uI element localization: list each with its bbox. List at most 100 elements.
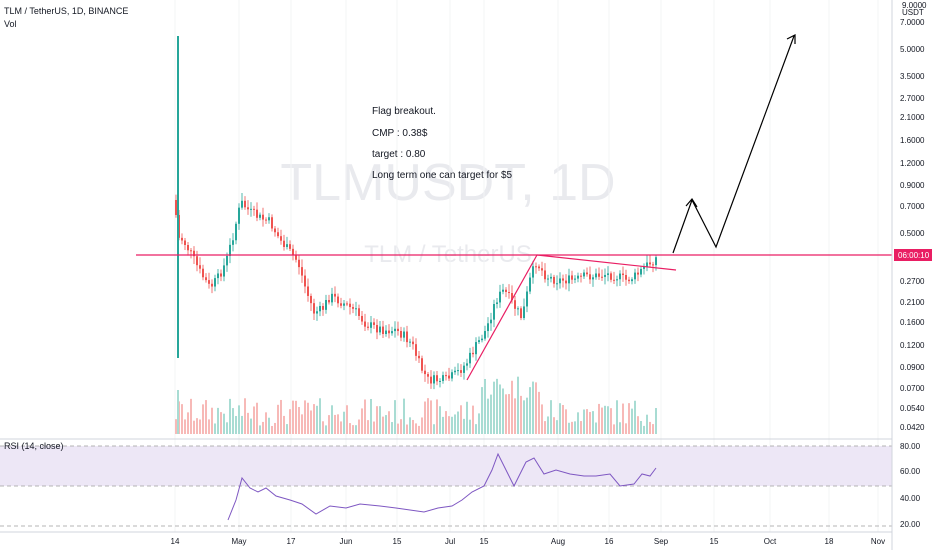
- flag-pole-line[interactable]: [466, 254, 538, 381]
- volume-bar: [568, 422, 570, 434]
- candle-body: [214, 278, 216, 287]
- volume-bar: [481, 387, 483, 434]
- price-axis-top-label: 9.0000: [902, 1, 927, 10]
- volume-label[interactable]: Vol: [4, 19, 17, 29]
- candle-body: [613, 279, 615, 281]
- candle-body: [328, 300, 330, 303]
- volume-bar: [322, 421, 324, 434]
- candle-body: [415, 344, 417, 356]
- candle-body: [220, 273, 222, 277]
- candle-body: [559, 278, 561, 284]
- watermark-ticker: TLMUSDT, 1D: [280, 154, 615, 212]
- volume-bar: [460, 405, 462, 434]
- volume-bar: [280, 399, 282, 434]
- price-badge-time: 06:00:10: [898, 251, 930, 260]
- volume-bar: [526, 397, 528, 434]
- symbol-title[interactable]: TLM / TetherUS, 1D, BINANCE: [4, 6, 129, 16]
- candle-body: [382, 326, 384, 335]
- candle-body: [634, 272, 636, 280]
- volume-bar: [430, 400, 432, 434]
- volume-bar: [628, 403, 630, 434]
- volume-bar: [541, 404, 543, 434]
- volume-bar: [592, 411, 594, 434]
- candle-body: [193, 250, 195, 257]
- volume-bar: [265, 412, 267, 434]
- rsi-label[interactable]: RSI (14, close): [4, 441, 64, 451]
- candle-body: [463, 365, 465, 373]
- price-axis-label: 2.1000: [900, 113, 925, 122]
- candle-body: [631, 279, 633, 282]
- price-axis[interactable]: 7.0000 5.0000 3.5000 2.7000 2.1000 1.6000 1.20…: [900, 18, 925, 432]
- volume-bar: [364, 399, 366, 434]
- candle-body: [643, 266, 645, 269]
- volume-bar: [253, 406, 255, 434]
- volume-bar: [271, 425, 273, 434]
- volume-bar: [556, 420, 558, 434]
- volume-bar: [277, 404, 279, 434]
- volume-bar: [190, 398, 192, 434]
- rsi-axis[interactable]: 80.00 60.00 40.00 20.00: [900, 442, 921, 529]
- projection-path[interactable]: [672, 35, 795, 254]
- volume-bar: [241, 415, 243, 434]
- time-axis[interactable]: 14 May 17 Jun 15 Jul 15 Aug 16 Sep 15 Oct 18 Nov: [171, 537, 886, 546]
- volume-bar: [229, 398, 231, 434]
- candle-body: [544, 270, 546, 280]
- candle-body: [190, 250, 192, 252]
- candle-body: [346, 303, 348, 305]
- volume-bar: [520, 395, 522, 434]
- volume-bar: [544, 421, 546, 434]
- candle-body: [442, 375, 444, 381]
- candle-body: [343, 303, 345, 306]
- volume-bar: [358, 419, 360, 434]
- volume-bar: [607, 406, 609, 434]
- volume-bar: [409, 417, 411, 434]
- time-axis-label: 16: [605, 537, 614, 546]
- time-axis-label: 15: [480, 537, 489, 546]
- candle-body: [235, 223, 237, 241]
- volume-bar: [232, 408, 234, 434]
- price-axis-label: 0.0900: [900, 363, 925, 372]
- time-axis-label: 17: [287, 537, 296, 546]
- candle-body: [526, 291, 528, 307]
- candle-body: [652, 264, 654, 266]
- candle-body: [418, 355, 420, 359]
- volume-bar: [406, 424, 408, 434]
- candle-body: [259, 214, 261, 218]
- candle-body: [391, 331, 393, 334]
- candle-body: [490, 319, 492, 324]
- volume-bar: [412, 419, 414, 434]
- price-badge: [894, 249, 932, 261]
- volume-bar: [319, 398, 321, 434]
- volume-bar: [238, 405, 240, 434]
- candle-body: [520, 308, 522, 319]
- candle-body: [427, 374, 429, 377]
- candle-body: [592, 277, 594, 280]
- volume-bar: [490, 394, 492, 434]
- candle-body: [217, 273, 219, 279]
- time-axis-label: 15: [710, 537, 719, 546]
- candle-body: [268, 217, 270, 221]
- volume-bar: [379, 406, 381, 434]
- volume-bar: [499, 384, 501, 434]
- candle-body: [535, 266, 537, 268]
- volume-bar: [292, 400, 294, 434]
- candle-body: [604, 274, 606, 277]
- flag-upper-line[interactable]: [536, 254, 677, 271]
- volume-bar: [370, 398, 372, 434]
- time-axis-label: 14: [171, 537, 180, 546]
- candle-body: [421, 358, 423, 371]
- volume-bar: [391, 422, 393, 434]
- time-axis-label: 18: [825, 537, 834, 546]
- volume-bar: [268, 417, 270, 434]
- time-axis-label: Jul: [445, 537, 455, 546]
- volume-bar: [382, 416, 384, 434]
- volume-bar: [469, 419, 471, 434]
- rsi-axis-label: 40.00: [900, 494, 921, 503]
- volume-bar: [316, 405, 318, 434]
- volume-bar: [283, 415, 285, 434]
- candle-body: [253, 208, 255, 210]
- candle-body: [376, 324, 378, 333]
- candle-body: [361, 315, 363, 322]
